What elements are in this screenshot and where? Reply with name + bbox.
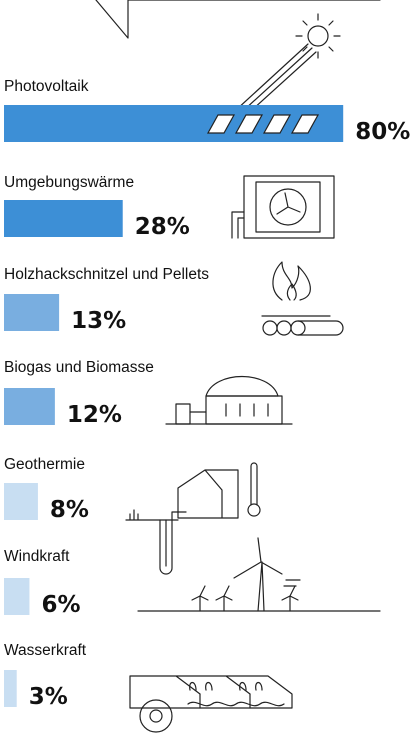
value-label: 8% xyxy=(50,497,89,523)
category-label: Biogas und Biomasse xyxy=(4,359,154,376)
bar xyxy=(4,294,60,331)
bar xyxy=(4,578,30,615)
category-label: Geothermie xyxy=(4,456,85,473)
panel-decoration xyxy=(206,114,236,134)
value-label: 3% xyxy=(29,684,68,710)
decoration xyxy=(95,0,381,733)
bar xyxy=(4,483,38,520)
bar xyxy=(4,105,344,142)
bars: Photovoltaik 80% Umgebungswärme 28% Holzhack… xyxy=(4,78,410,710)
panel-decoration xyxy=(234,114,264,134)
value-label: 28% xyxy=(135,214,190,240)
category-label: Windkraft xyxy=(4,548,70,565)
bar xyxy=(4,388,55,425)
category-label: Photovoltaik xyxy=(4,78,89,95)
panel-decoration xyxy=(262,114,292,134)
bar xyxy=(4,670,17,707)
value-label: 80% xyxy=(355,119,410,145)
value-label: 6% xyxy=(41,592,80,618)
bar xyxy=(4,200,123,237)
panel-decoration xyxy=(290,114,320,134)
category-label: Wasserkraft xyxy=(4,642,87,659)
category-label: Holzhackschnitzel und Pellets xyxy=(4,266,209,283)
value-label: 12% xyxy=(67,402,122,428)
category-label: Umgebungswärme xyxy=(4,174,134,191)
value-label: 13% xyxy=(71,308,126,334)
